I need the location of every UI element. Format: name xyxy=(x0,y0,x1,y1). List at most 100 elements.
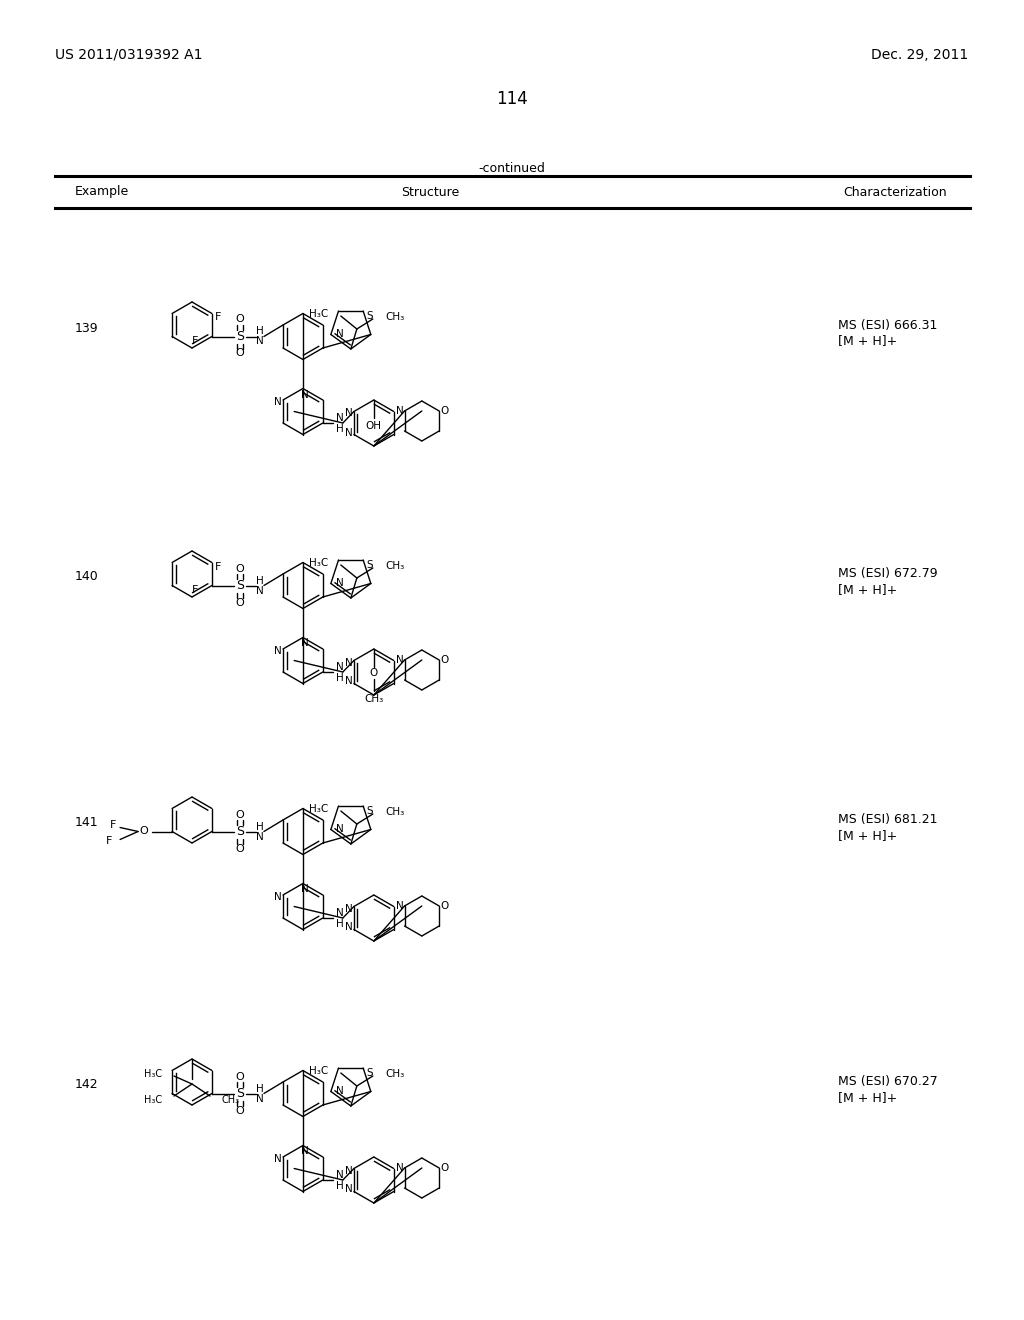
Text: S: S xyxy=(236,1086,244,1100)
Text: CH₃: CH₃ xyxy=(386,807,406,817)
Text: O: O xyxy=(370,668,378,678)
Text: 139: 139 xyxy=(75,322,98,334)
Text: N: N xyxy=(395,655,403,665)
Text: MS (ESI) 666.31: MS (ESI) 666.31 xyxy=(838,318,937,331)
Text: N: N xyxy=(395,407,403,416)
Text: CH₃: CH₃ xyxy=(386,312,406,322)
Text: N: N xyxy=(256,586,264,595)
Text: H: H xyxy=(256,821,264,832)
Text: OH: OH xyxy=(366,421,382,432)
Text: O: O xyxy=(236,1072,245,1081)
Text: MS (ESI) 670.27: MS (ESI) 670.27 xyxy=(838,1076,938,1089)
Text: Example: Example xyxy=(75,186,129,198)
Text: S: S xyxy=(367,807,374,816)
Text: F: F xyxy=(215,313,221,322)
Text: N: N xyxy=(301,389,309,400)
Text: F: F xyxy=(110,821,116,830)
Text: N: N xyxy=(274,397,282,407)
Text: MS (ESI) 681.21: MS (ESI) 681.21 xyxy=(838,813,938,826)
Text: N: N xyxy=(256,337,264,346)
Text: O: O xyxy=(236,564,245,573)
Text: N: N xyxy=(336,578,344,589)
Text: Characterization: Characterization xyxy=(843,186,947,198)
Text: O: O xyxy=(236,348,245,359)
Text: H: H xyxy=(336,673,344,682)
Text: O: O xyxy=(236,843,245,854)
Text: O: O xyxy=(440,1163,449,1173)
Text: O: O xyxy=(236,1106,245,1115)
Text: N: N xyxy=(345,657,353,668)
Text: H₃C: H₃C xyxy=(308,558,328,568)
Text: S: S xyxy=(367,560,374,570)
Text: O: O xyxy=(440,407,449,416)
Text: F: F xyxy=(191,585,199,595)
Text: 141: 141 xyxy=(75,817,98,829)
Text: O: O xyxy=(440,655,449,665)
Text: H: H xyxy=(256,576,264,586)
Text: N: N xyxy=(395,902,403,911)
Text: N: N xyxy=(301,1147,309,1156)
Text: N: N xyxy=(345,428,353,437)
Text: N: N xyxy=(336,825,344,834)
Text: N: N xyxy=(301,884,309,895)
Text: S: S xyxy=(236,579,244,591)
Text: H: H xyxy=(336,919,344,929)
Text: H₃C: H₃C xyxy=(144,1096,162,1105)
Text: F: F xyxy=(105,836,112,846)
Text: N: N xyxy=(301,639,309,648)
Text: H: H xyxy=(336,424,344,434)
Text: N: N xyxy=(336,413,344,422)
Text: N: N xyxy=(345,923,353,932)
Text: S: S xyxy=(367,312,374,321)
Text: CH₃: CH₃ xyxy=(365,694,383,704)
Text: H: H xyxy=(256,326,264,337)
Text: F: F xyxy=(215,561,221,572)
Text: N: N xyxy=(336,330,344,339)
Text: CH₃: CH₃ xyxy=(386,1069,406,1078)
Text: H: H xyxy=(256,1084,264,1093)
Text: N: N xyxy=(345,676,353,686)
Text: N: N xyxy=(345,1166,353,1176)
Text: H: H xyxy=(336,1181,344,1191)
Text: F: F xyxy=(191,337,199,346)
Text: S: S xyxy=(236,330,244,343)
Text: H₃C: H₃C xyxy=(144,1069,162,1078)
Text: H₃C: H₃C xyxy=(308,1067,328,1076)
Text: 114: 114 xyxy=(496,90,528,108)
Text: S: S xyxy=(236,825,244,838)
Text: [M + H]+: [M + H]+ xyxy=(838,829,897,842)
Text: Structure: Structure xyxy=(400,186,459,198)
Text: US 2011/0319392 A1: US 2011/0319392 A1 xyxy=(55,48,203,62)
Text: 142: 142 xyxy=(75,1078,98,1092)
Text: N: N xyxy=(336,908,344,917)
Text: Dec. 29, 2011: Dec. 29, 2011 xyxy=(870,48,968,62)
Text: N: N xyxy=(274,1154,282,1164)
Text: O: O xyxy=(236,809,245,820)
Text: N: N xyxy=(336,1170,344,1180)
Text: MS (ESI) 672.79: MS (ESI) 672.79 xyxy=(838,568,938,581)
Text: CH₃: CH₃ xyxy=(222,1096,240,1105)
Text: S: S xyxy=(367,1068,374,1078)
Text: H₃C: H₃C xyxy=(308,309,328,319)
Text: N: N xyxy=(336,663,344,672)
Text: CH₃: CH₃ xyxy=(386,561,406,572)
Text: N: N xyxy=(274,645,282,656)
Text: 140: 140 xyxy=(75,570,98,583)
Text: [M + H]+: [M + H]+ xyxy=(838,1092,897,1105)
Text: [M + H]+: [M + H]+ xyxy=(838,334,897,347)
Text: O: O xyxy=(236,598,245,607)
Text: O: O xyxy=(236,314,245,325)
Text: H₃C: H₃C xyxy=(308,804,328,814)
Text: N: N xyxy=(274,892,282,902)
Text: N: N xyxy=(256,1093,264,1104)
Text: N: N xyxy=(345,903,353,913)
Text: [M + H]+: [M + H]+ xyxy=(838,583,897,597)
Text: N: N xyxy=(345,1184,353,1195)
Text: N: N xyxy=(345,408,353,418)
Text: N: N xyxy=(256,832,264,842)
Text: -continued: -continued xyxy=(478,162,546,176)
Text: N: N xyxy=(336,1086,344,1097)
Text: O: O xyxy=(440,902,449,911)
Text: N: N xyxy=(395,1163,403,1173)
Text: O: O xyxy=(139,826,148,837)
